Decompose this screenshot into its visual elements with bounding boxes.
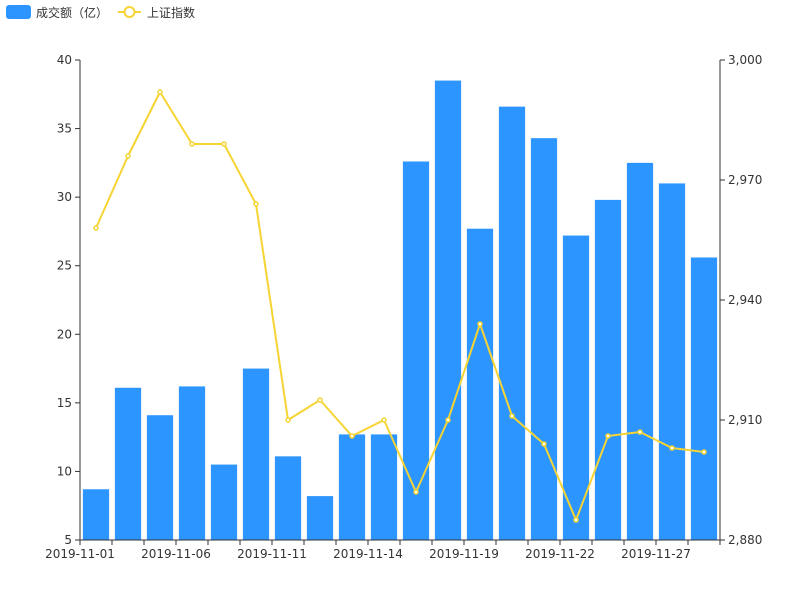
legend-label-index: 上证指数 xyxy=(147,5,195,20)
index-point-2019-11-12 xyxy=(317,397,323,403)
y-right-tick-label: 2,940 xyxy=(728,293,762,307)
legend-swatch-volume xyxy=(6,5,31,19)
bar-2019-11-11 xyxy=(274,456,302,540)
bar-2019-11-25 xyxy=(594,199,622,540)
y-right-tick-label: 2,970 xyxy=(728,173,762,187)
x-tick-label: 2019-11-27 xyxy=(621,547,691,561)
bar-2019-11-26 xyxy=(626,162,654,540)
bar-2019-11-01 xyxy=(82,489,110,540)
y-right-tick-label: 3,000 xyxy=(728,53,762,67)
legend-item-volume[interactable]: 成交额（亿） xyxy=(6,5,108,20)
index-line xyxy=(95,91,705,521)
legend-swatch-index-marker xyxy=(123,6,136,18)
bar-2019-11-13 xyxy=(338,434,366,540)
x-tick-label: 2019-11-11 xyxy=(237,547,307,561)
bar-2019-11-12 xyxy=(306,496,334,540)
bar-2019-11-28 xyxy=(690,257,718,540)
index-point-2019-11-14 xyxy=(381,417,387,423)
index-point-2019-11-19 xyxy=(477,321,483,327)
bar-series xyxy=(82,80,718,541)
y-left-tick-label: 15 xyxy=(57,396,72,410)
bar-2019-11-18 xyxy=(434,80,462,541)
index-point-2019-11-13 xyxy=(349,433,355,439)
y-left-tick-label: 25 xyxy=(57,259,72,273)
index-point-2019-11-21 xyxy=(541,441,547,447)
bar-2019-11-07 xyxy=(210,464,238,540)
index-point-2019-11-28 xyxy=(701,449,707,455)
bar-2019-11-19 xyxy=(466,228,494,540)
x-tick-label: 2019-11-22 xyxy=(525,547,595,561)
legend: 成交额（亿） 上证指数 xyxy=(6,5,195,20)
index-point-2019-11-18 xyxy=(445,417,451,423)
index-point-2019-11-06 xyxy=(189,141,195,147)
index-point-2019-11-26 xyxy=(637,429,643,435)
legend-item-index[interactable]: 上证指数 xyxy=(118,5,195,20)
axes: 5 10 15 20 25 30 35 40 2,880 2,910 2,940 2,970 3,000… xyxy=(45,53,762,561)
index-point-2019-11-20 xyxy=(509,413,515,419)
bar-2019-11-27 xyxy=(658,183,686,540)
bar-2019-11-21 xyxy=(530,138,558,540)
index-point-2019-11-27 xyxy=(669,445,675,451)
y-left-tick-label: 5 xyxy=(64,533,72,547)
y-right-tick-label: 2,910 xyxy=(728,413,762,427)
index-point-2019-11-15 xyxy=(413,489,419,495)
y-left-tick-label: 20 xyxy=(57,327,72,341)
index-point-2019-11-11 xyxy=(285,417,291,423)
bar-2019-11-14 xyxy=(370,434,398,540)
bar-2019-11-04 xyxy=(114,387,142,540)
legend-label-volume: 成交额（亿） xyxy=(36,5,108,20)
index-point-2019-11-05 xyxy=(157,89,163,95)
bar-2019-11-22 xyxy=(562,235,590,541)
y-left-tick-label: 30 xyxy=(57,190,72,204)
bar-2019-11-08 xyxy=(242,368,270,540)
x-tick-label: 2019-11-19 xyxy=(429,547,499,561)
bar-2019-11-05 xyxy=(146,415,174,540)
index-point-2019-11-01 xyxy=(93,225,99,231)
index-point-2019-11-22 xyxy=(573,517,579,523)
y-left-tick-label: 10 xyxy=(57,464,72,478)
bar-2019-11-20 xyxy=(498,106,526,540)
bar-2019-11-06 xyxy=(178,386,206,540)
x-tick-label: 2019-11-01 xyxy=(45,547,115,561)
x-tick-label: 2019-11-06 xyxy=(141,547,211,561)
x-tick-label: 2019-11-14 xyxy=(333,547,403,561)
y-right-tick-label: 2,880 xyxy=(728,533,762,547)
index-point-2019-11-04 xyxy=(125,153,131,159)
bar-2019-11-15 xyxy=(402,161,430,540)
index-point-2019-11-25 xyxy=(605,433,611,439)
y-left-tick-label: 35 xyxy=(57,122,72,136)
index-point-2019-11-07 xyxy=(221,141,227,147)
index-point-2019-11-08 xyxy=(253,201,259,207)
y-left-tick-label: 40 xyxy=(57,53,72,67)
line-series xyxy=(93,89,707,523)
